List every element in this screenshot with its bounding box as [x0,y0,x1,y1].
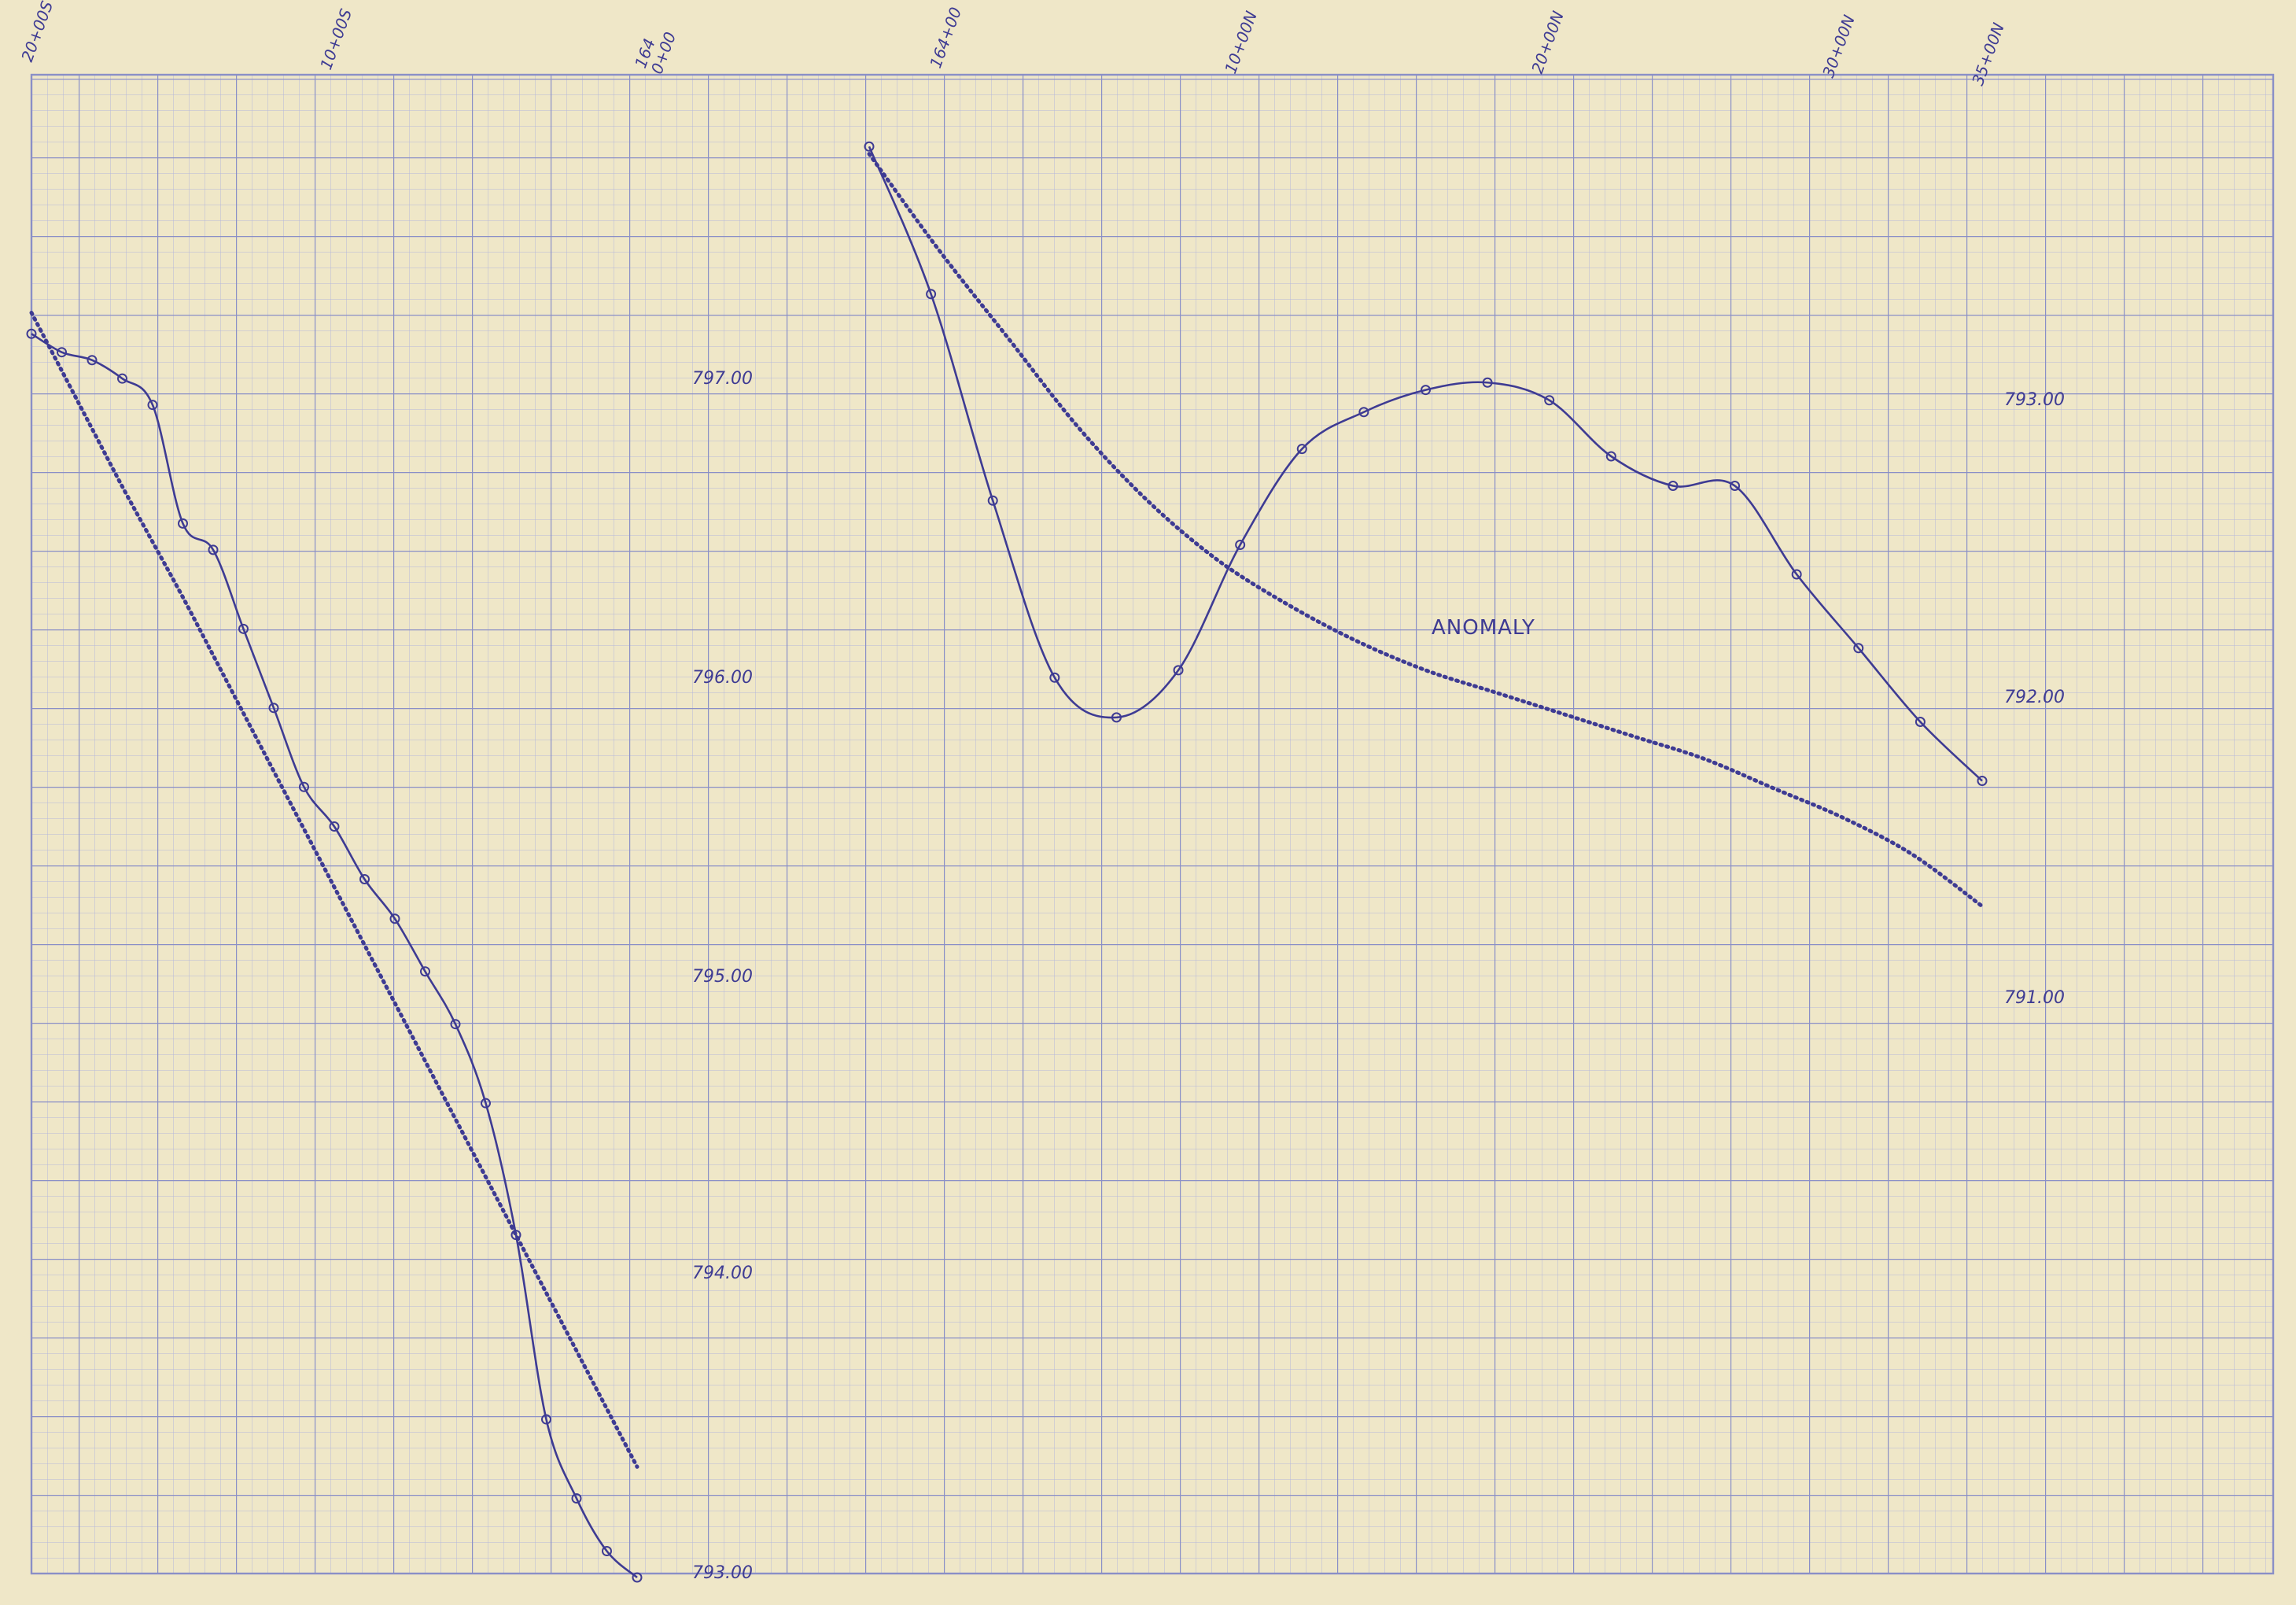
data-point-1-0 [864,141,875,152]
data-point-0-10 [329,821,340,832]
data-point-1-3 [1049,672,1060,683]
data-point-0-13 [420,966,430,977]
y-tick-label-0-3: 794.00 [692,1264,753,1283]
data-point-1-1 [926,289,937,300]
data-point-0-3 [117,373,127,384]
y-tick-label-1-0: 793.00 [2004,390,2065,410]
data-point-0-16 [510,1230,521,1241]
y-tick-label-0-4: 793.00 [692,1563,753,1583]
trend-line-1 [867,152,1985,909]
data-point-0-17 [541,1414,551,1425]
data-point-1-13 [1668,481,1679,491]
data-point-1-5 [1173,665,1184,676]
data-point-1-7 [1296,444,1307,455]
data-point-0-1 [57,347,67,358]
data-point-0-11 [359,874,370,884]
y-tick-label-1-1: 792.00 [2004,688,2065,707]
data-point-1-6 [1235,540,1246,550]
data-point-1-11 [1544,395,1555,406]
trend-line-0 [29,310,639,1469]
profile-line-0 [31,333,638,1579]
data-point-1-14 [1730,481,1741,491]
data-point-0-5 [178,518,188,529]
data-point-0-9 [299,781,309,792]
chart-marks [26,141,1988,1583]
data-point-1-18 [1977,776,1988,786]
y-tick-label-0-0: 797.00 [692,369,753,389]
data-point-1-17 [1915,717,1926,727]
graph-paper-grid [31,75,2273,1574]
data-point-0-12 [389,913,400,924]
y-tick-label-0-1: 796.00 [692,668,753,688]
data-point-0-4 [147,400,158,411]
data-point-1-4 [1111,712,1122,723]
data-point-1-2 [987,495,998,506]
data-point-1-9 [1421,385,1431,396]
data-point-1-16 [1853,643,1864,654]
anomaly-annotation: ANOMALY [1432,616,1535,640]
data-point-0-20 [632,1572,643,1583]
data-point-1-15 [1791,569,1802,580]
data-point-0-7 [238,623,249,634]
data-point-0-6 [208,544,219,555]
data-point-0-8 [268,703,279,714]
data-point-0-19 [602,1546,612,1557]
data-point-1-10 [1482,377,1493,388]
data-point-0-18 [571,1493,582,1504]
grid-border [30,73,2275,1575]
data-point-0-15 [481,1098,491,1109]
data-point-1-8 [1358,407,1369,418]
y-tick-label-1-2: 791.00 [2004,988,2065,1008]
y-tick-label-0-2: 795.00 [692,967,753,987]
profile-line-1 [868,146,1983,782]
data-point-0-14 [450,1019,461,1030]
data-point-1-12 [1605,451,1616,462]
data-point-0-2 [87,355,98,366]
data-point-0-0 [26,328,37,339]
